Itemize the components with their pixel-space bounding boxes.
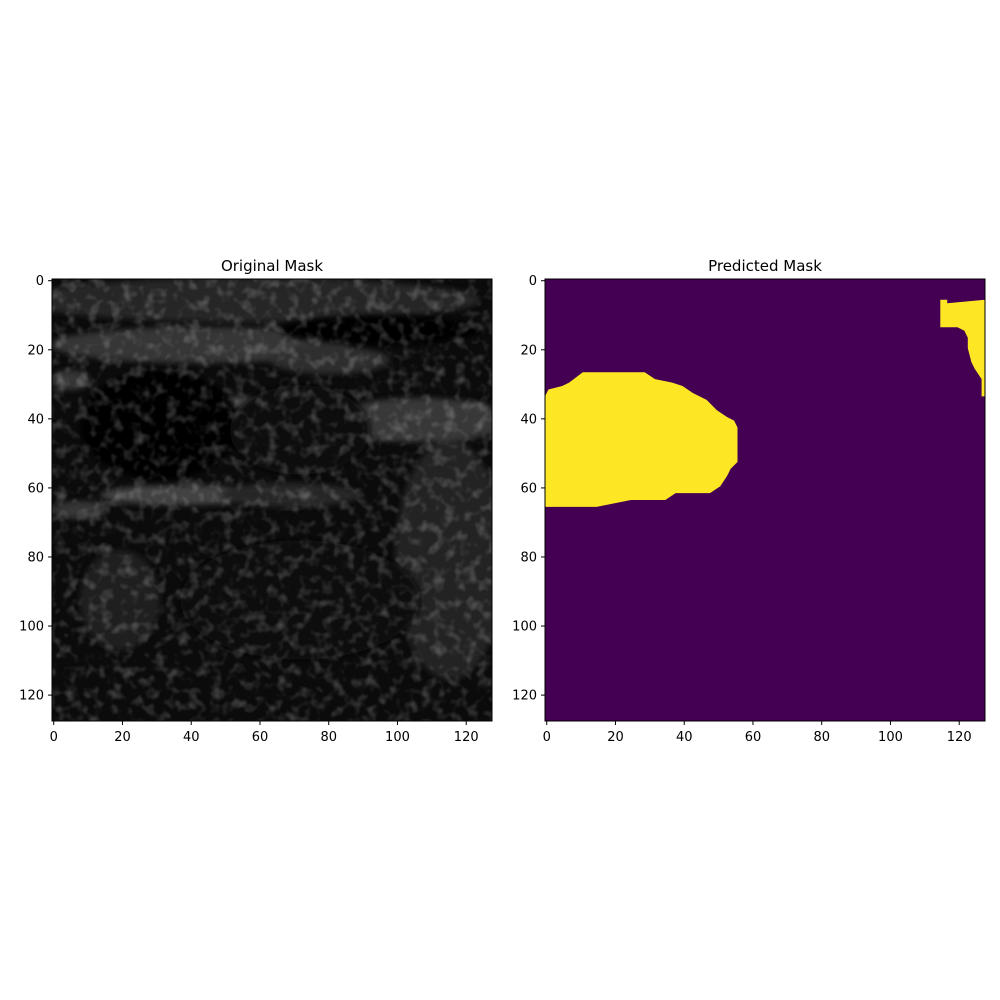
axes-original: 0 20 40 60 80 100 120 0 20 40 60 80 100 120 [19,274,478,745]
y-tick-label: 40 [520,412,537,427]
x-tick-label: 40 [676,730,693,745]
x-tick-label: 80 [813,730,830,745]
x-tick-label: 0 [543,730,551,745]
ultrasound-image [52,279,492,721]
x-tick-label: 40 [183,730,200,745]
y-tick-label: 80 [520,550,537,565]
panel-title-original: Original Mask [221,257,323,275]
axes-predicted: 0 20 40 60 80 100 120 0 20 40 60 80 100 120 [512,274,971,745]
y-tick-label: 0 [529,274,537,289]
plot-frame-original [51,278,493,722]
x-tick-label: 20 [114,730,131,745]
mask-region [940,299,985,397]
x-tick-label: 0 [50,730,58,745]
mask-region [545,372,738,507]
plot-frame-predicted [544,278,986,722]
y-tick-label: 20 [520,343,537,358]
x-tick-label: 60 [745,730,762,745]
y-tick-label: 0 [36,274,44,289]
y-tick-label: 120 [512,689,537,704]
panel-original-mask: Original Mask [19,257,493,745]
y-tick-label: 20 [27,343,44,358]
y-tick-label: 80 [27,550,44,565]
x-tick-label: 80 [320,730,337,745]
y-tick-label: 60 [27,481,44,496]
y-tick-label: 60 [520,481,537,496]
x-tick-label: 120 [454,730,479,745]
x-tick-label: 20 [607,730,624,745]
y-tick-label: 40 [27,412,44,427]
panel-title-predicted: Predicted Mask [708,257,822,275]
y-tick-label: 100 [19,620,44,635]
x-tick-label: 120 [947,730,972,745]
x-tick-label: 60 [252,730,269,745]
x-tick-label: 100 [878,730,903,745]
y-tick-label: 120 [19,689,44,704]
panel-predicted-mask: Predicted Mask 0 20 40 60 80 100 120 0 20 40 60 80 1… [512,257,986,745]
y-tick-label: 100 [512,620,537,635]
x-tick-label: 100 [385,730,410,745]
